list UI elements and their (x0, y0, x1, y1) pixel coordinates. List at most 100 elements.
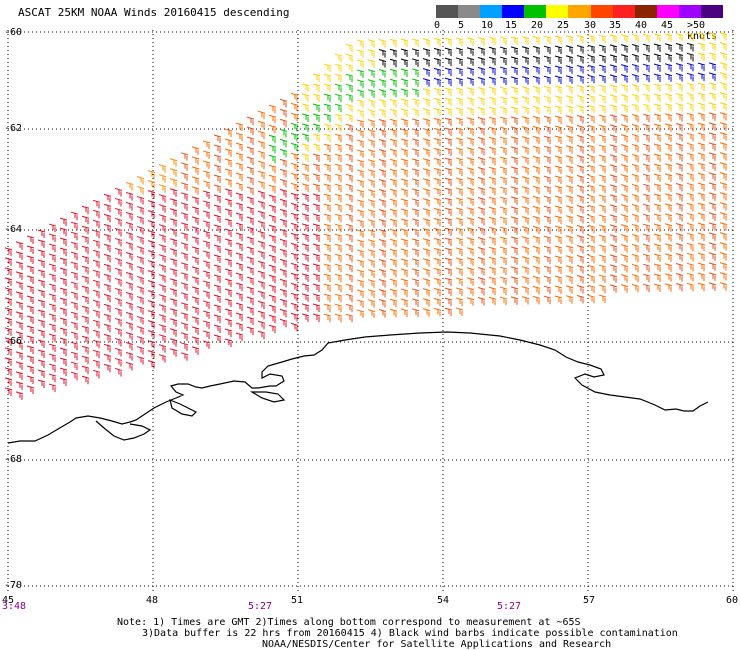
wind-barb (422, 98, 431, 107)
wind-barb (4, 387, 13, 396)
wind-barb (202, 200, 211, 209)
wind-barb (70, 211, 79, 221)
wind-barb (455, 57, 464, 66)
wind-barb (301, 243, 310, 252)
wind-barb (510, 126, 519, 135)
wind-barb (411, 138, 420, 147)
wind-barb (356, 199, 365, 208)
wind-barb (554, 135, 563, 144)
wind-barb (433, 287, 442, 297)
wind-barb (92, 349, 101, 359)
wind-barb (48, 363, 57, 373)
wind-barb (521, 56, 530, 65)
wind-barb (4, 347, 13, 356)
wind-barb (312, 233, 321, 242)
wind-barb (356, 309, 365, 318)
wind-barb (620, 244, 629, 253)
wind-barb (477, 37, 486, 46)
wind-barb (708, 122, 717, 131)
wind-barb (565, 95, 574, 104)
wind-barb (224, 198, 233, 208)
wind-barb (543, 75, 552, 85)
wind-barb (675, 133, 684, 142)
wind-barb (81, 215, 90, 225)
wind-barb (356, 169, 365, 178)
wind-barb (554, 55, 563, 64)
wind-barb (477, 127, 486, 136)
wind-barb (92, 329, 101, 339)
wind-barb (587, 64, 596, 74)
wind-barb (92, 289, 101, 299)
wind-barb (268, 174, 277, 184)
wind-barb (356, 299, 365, 308)
wind-barb (488, 136, 497, 146)
wind-barb (653, 83, 662, 92)
wind-barb (697, 202, 706, 212)
wind-barb (301, 83, 310, 92)
wind-barb (686, 252, 695, 262)
wind-barb (697, 52, 706, 62)
wind-barb (477, 287, 486, 296)
wind-barb (180, 222, 189, 231)
wind-barb (664, 93, 673, 102)
wind-barb (433, 237, 442, 247)
wind-barb (378, 128, 387, 138)
wind-barb (235, 162, 244, 172)
wind-barb (81, 355, 90, 365)
wind-barb (477, 217, 486, 226)
wind-barb (411, 258, 420, 267)
wind-barb (554, 285, 563, 294)
wind-barb (213, 144, 222, 153)
wind-barb (224, 218, 233, 228)
wind-barb (422, 188, 431, 197)
wind-barb (708, 192, 717, 201)
wind-barb (389, 278, 398, 288)
wind-barb (389, 218, 398, 228)
wind-barb (532, 295, 541, 305)
wind-barb (400, 228, 409, 238)
wind-barb (444, 267, 453, 277)
wind-barb (37, 289, 46, 299)
wind-barb (477, 157, 486, 166)
wind-barb (70, 281, 79, 291)
wind-barb (323, 93, 332, 103)
wind-barb (59, 337, 68, 347)
wind-barb (510, 146, 519, 155)
wind-barb (257, 110, 266, 120)
wind-barb (587, 154, 596, 164)
wind-barb (290, 192, 299, 202)
wind-barb (103, 303, 112, 313)
map-title: ASCAT 25KM NOAA Winds 20160415 descendin… (18, 6, 290, 19)
wind-barb (708, 112, 717, 121)
wind-barb (510, 156, 519, 165)
wind-barb (653, 163, 662, 172)
wind-barb (114, 367, 123, 377)
wind-barb (653, 253, 662, 262)
wind-barb (246, 136, 255, 146)
wind-barb (158, 204, 167, 213)
wind-barb (367, 269, 376, 278)
wind-barb (125, 182, 134, 191)
wind-barb (642, 243, 651, 253)
wind-barb (708, 52, 717, 61)
wind-barb (4, 287, 13, 296)
wind-barb (444, 77, 453, 87)
wind-barb (477, 77, 486, 86)
wind-barb (345, 283, 354, 293)
wind-barb (334, 293, 343, 303)
wind-barb (48, 253, 57, 263)
wind-barb (356, 249, 365, 258)
wind-barb (422, 158, 431, 167)
wind-barb (290, 242, 299, 252)
wind-barb (268, 144, 277, 154)
wind-barb (708, 172, 717, 181)
wind-barb (202, 340, 211, 349)
wind-barb (268, 104, 277, 114)
wind-barb (356, 229, 365, 238)
wind-barb (499, 176, 508, 186)
wind-barb (499, 96, 508, 106)
wind-barb (334, 263, 343, 273)
wind-barb (4, 337, 13, 346)
wind-barb (675, 93, 684, 102)
wind-barb (15, 341, 24, 350)
